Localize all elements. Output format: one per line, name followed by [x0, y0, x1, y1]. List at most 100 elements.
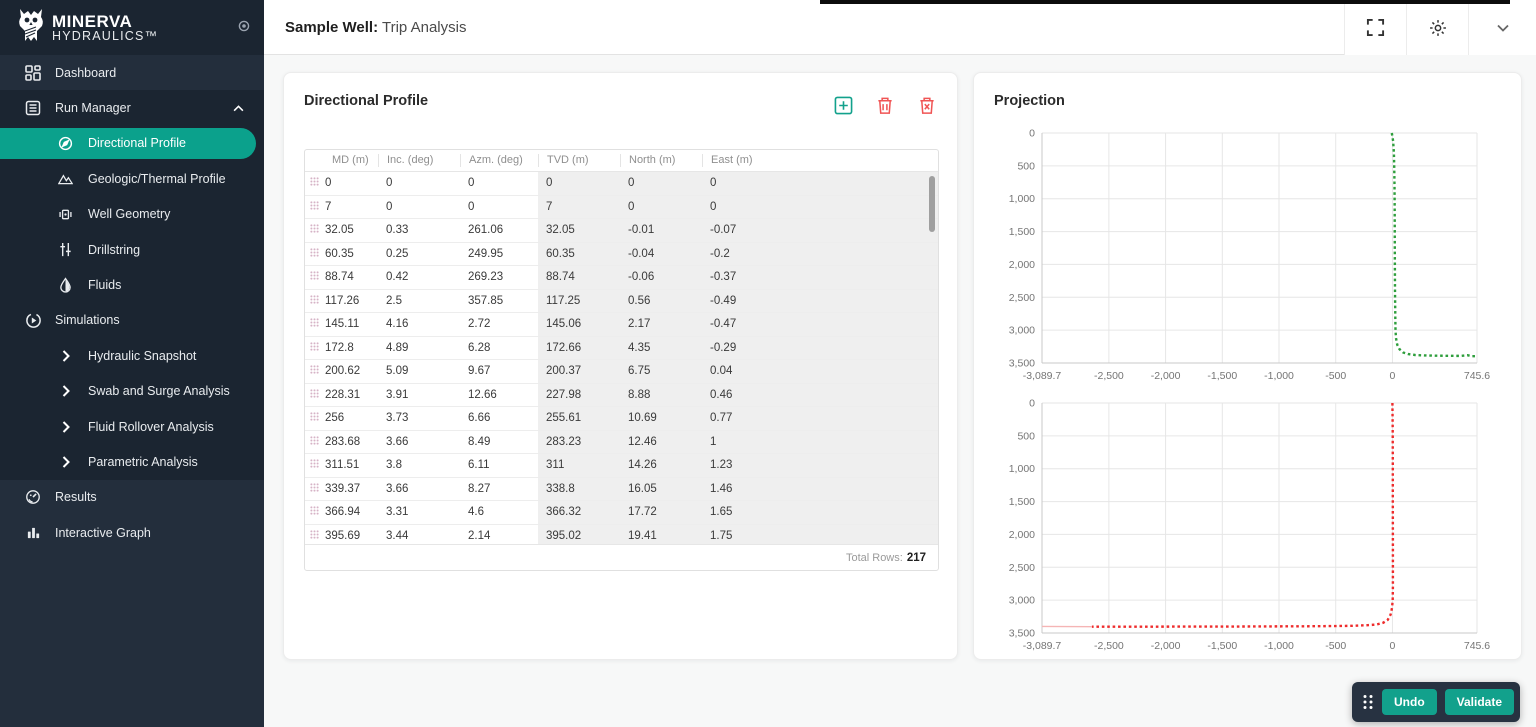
cell[interactable]: 6.66 — [460, 407, 538, 430]
row-drag-handle-icon[interactable] — [310, 201, 319, 213]
cell[interactable]: 8.27 — [460, 478, 538, 501]
cell[interactable]: 4.89 — [378, 337, 460, 360]
cell[interactable]: 6.11 — [460, 454, 538, 477]
table-row[interactable]: 311.51 3.8 6.11 311 14.26 1.23 — [305, 454, 938, 478]
row-drag-handle-icon[interactable] — [310, 177, 319, 189]
cell[interactable]: 2.5 — [378, 290, 460, 313]
cell[interactable]: 0 — [460, 172, 538, 195]
row-drag-handle-icon[interactable] — [310, 224, 319, 236]
sidebar-item-well-geometry[interactable]: Well Geometry — [0, 196, 264, 232]
undo-button[interactable]: Undo — [1382, 689, 1437, 715]
delete-all-icon[interactable] — [917, 95, 937, 115]
table-row[interactable]: 172.8 4.89 6.28 172.66 4.35 -0.29 — [305, 336, 938, 360]
cell[interactable]: 5.09 — [378, 360, 460, 383]
drag-handle-icon[interactable] — [1362, 694, 1374, 710]
table-row[interactable]: 88.74 0.42 269.23 88.74 -0.06 -0.37 — [305, 266, 938, 290]
cell[interactable]: 0.25 — [378, 243, 460, 266]
row-drag-handle-icon[interactable] — [310, 459, 319, 471]
cell[interactable]: 145.11 — [305, 313, 378, 336]
cell[interactable]: 2.72 — [460, 313, 538, 336]
table-row[interactable]: 0 0 0 0 0 0 — [305, 172, 938, 196]
cell[interactable]: 0 — [378, 196, 460, 219]
cell[interactable]: 60.35 — [305, 243, 378, 266]
cell[interactable]: 0.33 — [378, 219, 460, 242]
row-drag-handle-icon[interactable] — [310, 365, 319, 377]
cell[interactable]: 3.66 — [378, 478, 460, 501]
validate-button[interactable]: Validate — [1444, 689, 1515, 715]
cell[interactable]: 3.91 — [378, 384, 460, 407]
user-menu-button[interactable] — [1468, 0, 1536, 55]
sidebar-item-run-manager[interactable]: Run Manager — [0, 90, 264, 126]
row-drag-handle-icon[interactable] — [310, 436, 319, 448]
row-drag-handle-icon[interactable] — [310, 530, 319, 542]
cell[interactable]: 9.67 — [460, 360, 538, 383]
cell[interactable]: 228.31 — [305, 384, 378, 407]
table-row[interactable]: 256 3.73 6.66 255.61 10.69 0.77 — [305, 407, 938, 431]
cell[interactable]: 0.42 — [378, 266, 460, 289]
cell[interactable]: 3.73 — [378, 407, 460, 430]
chevron-up-icon[interactable] — [233, 99, 244, 117]
cell[interactable]: 283.68 — [305, 431, 378, 454]
row-drag-handle-icon[interactable] — [310, 342, 319, 354]
cell[interactable]: 395.69 — [305, 525, 378, 545]
row-drag-handle-icon[interactable] — [310, 271, 319, 283]
sidebar-item-interactive-graph[interactable]: Interactive Graph — [0, 515, 264, 550]
cell[interactable]: 0 — [378, 172, 460, 195]
table-scrollbar[interactable] — [929, 176, 935, 232]
row-drag-handle-icon[interactable] — [310, 389, 319, 401]
cell[interactable]: 3.31 — [378, 501, 460, 524]
cell[interactable]: 0 — [305, 172, 378, 195]
status-dot-icon[interactable] — [238, 19, 250, 37]
table-row[interactable]: 32.05 0.33 261.06 32.05 -0.01 -0.07 — [305, 219, 938, 243]
table-row[interactable]: 145.11 4.16 2.72 145.06 2.17 -0.47 — [305, 313, 938, 337]
row-drag-handle-icon[interactable] — [310, 412, 319, 424]
sidebar-item-fluid-rollover-analysis[interactable]: Fluid Rollover Analysis — [0, 408, 264, 445]
cell[interactable]: 3.66 — [378, 431, 460, 454]
cell[interactable]: 88.74 — [305, 266, 378, 289]
cell[interactable]: 339.37 — [305, 478, 378, 501]
table-row[interactable]: 228.31 3.91 12.66 227.98 8.88 0.46 — [305, 383, 938, 407]
row-drag-handle-icon[interactable] — [310, 506, 319, 518]
cell[interactable]: 4.16 — [378, 313, 460, 336]
sidebar-item-geologic-thermal-profile[interactable]: Geologic/Thermal Profile — [0, 161, 264, 197]
sidebar-item-fluids[interactable]: Fluids — [0, 267, 264, 303]
cell[interactable]: 200.62 — [305, 360, 378, 383]
cell[interactable]: 311.51 — [305, 454, 378, 477]
table-row[interactable]: 200.62 5.09 9.67 200.37 6.75 0.04 — [305, 360, 938, 384]
cell[interactable]: 3.8 — [378, 454, 460, 477]
row-drag-handle-icon[interactable] — [310, 295, 319, 307]
cell[interactable]: 117.26 — [305, 290, 378, 313]
table-row[interactable]: 366.94 3.31 4.6 366.32 17.72 1.65 — [305, 501, 938, 525]
table-row[interactable]: 60.35 0.25 249.95 60.35 -0.04 -0.2 — [305, 242, 938, 266]
cell[interactable]: 7 — [305, 196, 378, 219]
row-drag-handle-icon[interactable] — [310, 483, 319, 495]
cell[interactable]: 6.28 — [460, 337, 538, 360]
cell[interactable]: 8.49 — [460, 431, 538, 454]
cell[interactable]: 32.05 — [305, 219, 378, 242]
cell[interactable]: 2.14 — [460, 525, 538, 545]
table-body[interactable]: 0 0 0 0 0 0 7 0 0 7 0 0 32.05 0.33 261.06 32.05 -0.01 -0.… — [305, 172, 938, 544]
row-drag-handle-icon[interactable] — [310, 318, 319, 330]
cell[interactable]: 3.44 — [378, 525, 460, 545]
settings-button[interactable] — [1406, 0, 1468, 55]
table-row[interactable]: 339.37 3.66 8.27 338.8 16.05 1.46 — [305, 477, 938, 501]
sidebar-item-simulations[interactable]: Simulations — [0, 302, 264, 339]
cell[interactable]: 357.85 — [460, 290, 538, 313]
sidebar-item-dashboard[interactable]: Dashboard — [0, 55, 264, 90]
sidebar-item-hydraulic-snapshot[interactable]: Hydraulic Snapshot — [0, 338, 264, 374]
table-row[interactable]: 7 0 0 7 0 0 — [305, 195, 938, 219]
table-row[interactable]: 395.69 3.44 2.14 395.02 19.41 1.75 — [305, 524, 938, 545]
cell[interactable]: 261.06 — [460, 219, 538, 242]
cell[interactable]: 249.95 — [460, 243, 538, 266]
cell[interactable]: 172.8 — [305, 337, 378, 360]
sidebar-item-swab-and-surge-analysis[interactable]: Swab and Surge Analysis — [0, 373, 264, 409]
delete-row-icon[interactable] — [875, 95, 895, 115]
cell[interactable]: 256 — [305, 407, 378, 430]
cell[interactable]: 366.94 — [305, 501, 378, 524]
sidebar-item-drillstring[interactable]: Drillstring — [0, 231, 264, 268]
add-row-icon[interactable] — [833, 95, 853, 115]
cell[interactable]: 12.66 — [460, 384, 538, 407]
cell[interactable]: 4.6 — [460, 501, 538, 524]
cell[interactable]: 269.23 — [460, 266, 538, 289]
row-drag-handle-icon[interactable] — [310, 248, 319, 260]
